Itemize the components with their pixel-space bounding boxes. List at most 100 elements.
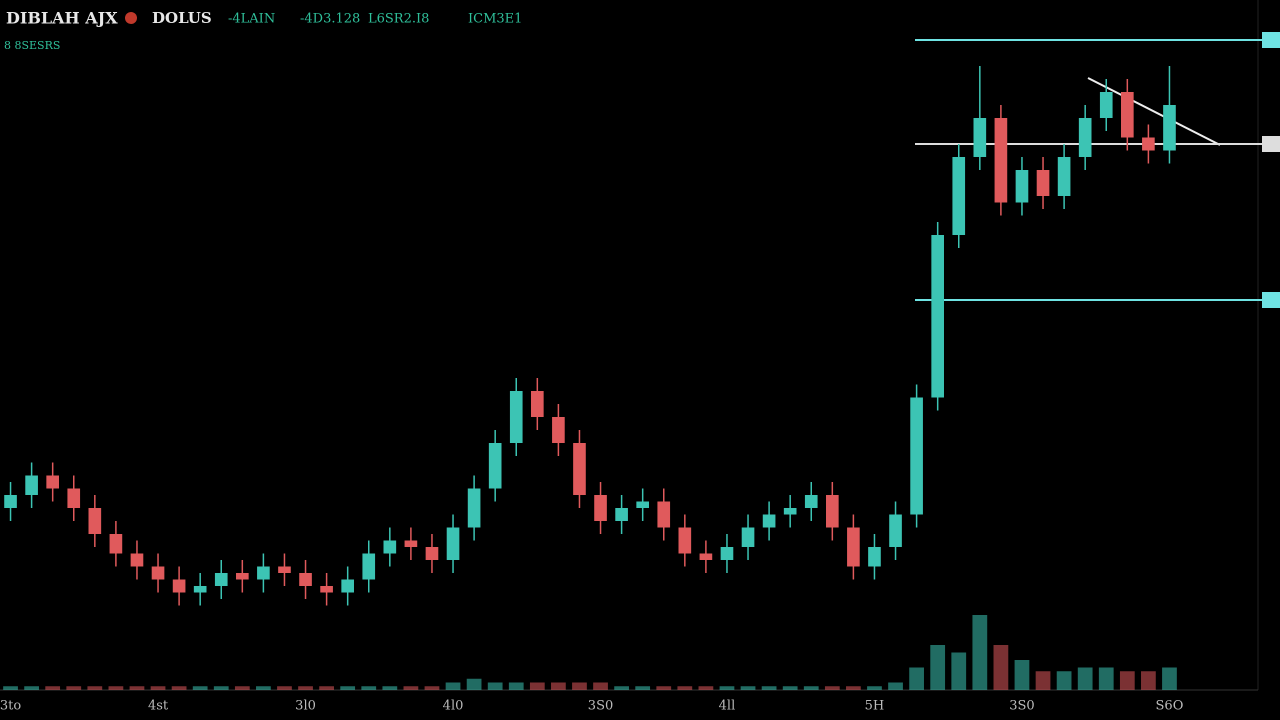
volume-bar [698,686,714,690]
volume-bar [888,682,903,690]
candle-body [109,534,123,554]
volume-bar [508,682,524,690]
candle-body [341,579,354,593]
candle-body [257,566,270,580]
candle-body [952,157,966,235]
candle-body [214,573,228,586]
volume-bar [298,686,313,690]
candle-body [594,495,607,521]
volume-bar [277,686,292,690]
volume-bar [614,686,629,690]
candle-body [278,566,291,573]
candle-body [467,488,481,528]
stat: -4D3.128 [300,12,360,27]
candle-body [151,566,165,580]
volume-bar [909,667,924,690]
x-tick-label: 3S0 [1009,699,1034,714]
volume-bar [234,686,250,690]
volume-bar [761,686,777,690]
candle-body [172,579,186,593]
volume-bar [593,682,608,690]
candle-body [636,501,649,508]
volume-bar [551,682,566,690]
candle-body [320,586,333,593]
chart-subtitle: 8 8SESRS [4,39,60,52]
x-tick-label: 3to [0,699,21,714]
stat: -4LAIN [228,12,275,27]
price-level-tag [1262,32,1280,48]
candle-body [46,475,59,489]
candle-body [299,573,312,586]
volume-bar [529,682,545,690]
volume-bar [87,686,103,690]
volume-bar [24,686,39,690]
volume-bar [972,615,988,690]
candle-body [1099,92,1113,118]
volume-bar [1014,660,1030,690]
x-tick-label: S6O [1156,699,1184,714]
candle-body [236,573,249,580]
x-tick-label: 3S0 [588,699,613,714]
candle-body [404,540,418,547]
volume-bar [951,652,967,690]
price-level-tag [1262,292,1280,308]
volume-bar [824,686,840,690]
volume-bar [635,686,651,690]
volume-bar [719,686,735,690]
legend-label: DOLUS [152,9,212,27]
volume-bar [445,682,461,690]
candle-body [994,118,1008,203]
chart-title: DIBLAH AJX [6,9,118,28]
volume-bar [782,686,798,690]
volume-bar [677,686,693,690]
candle-body [1078,118,1092,157]
volume-bar [803,686,819,690]
candle-body [931,235,944,398]
candle-body [1015,170,1029,203]
volume-bar [572,682,587,690]
volume-bar [740,686,756,690]
candle-body [741,527,755,547]
legend-swatch [125,12,137,24]
volume-bar [129,686,145,690]
candle-body [804,495,818,508]
volume-bar [993,645,1009,690]
volume-bar [867,686,882,690]
price-level-tag [1262,136,1280,152]
candle-body [383,540,397,554]
volume-bar [1119,671,1135,690]
volume-bar [150,686,166,690]
x-tick-label: 5H [865,699,885,714]
candle-body [1163,105,1176,151]
volume-bar [382,686,398,690]
volume-bar [192,686,208,690]
candle-body [362,553,376,580]
candle-body [573,443,586,495]
volume-bar [1141,671,1156,690]
trend-line [1087,77,1221,146]
candle-body [847,527,860,567]
stat: L6SR2.I8 [368,12,429,27]
candle-body [67,488,81,508]
volume-bar [466,678,482,690]
candle-body [615,508,628,521]
candle-body [868,547,881,567]
x-tick-label: 4ll [719,699,736,714]
candle-body [509,391,523,443]
candle-body [973,118,987,157]
candle-body [826,495,839,528]
volume-bar [171,686,187,690]
candle-body [657,501,671,528]
volume-bar [213,686,229,690]
candle-body [889,514,902,547]
candle-body [425,547,439,560]
candle-body [783,508,797,515]
volume-bar [1056,671,1072,690]
volume-bar [1098,667,1114,690]
volume-bar [256,686,271,690]
candle-body [910,397,923,515]
volume-bar [424,686,440,690]
stat: ICM3E1 [468,12,522,27]
